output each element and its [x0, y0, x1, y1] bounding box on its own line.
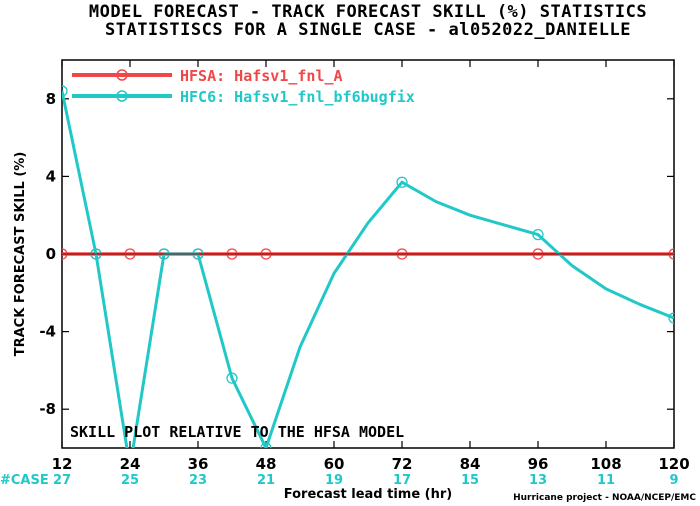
- x-tick-label: 108: [590, 455, 621, 473]
- y-axis-label: TRACK FORECAST SKILL (%): [13, 152, 28, 357]
- x-tick-label: 120: [658, 455, 689, 473]
- y-tick-label: -4: [39, 323, 56, 341]
- y-tick-label: 8: [46, 90, 56, 108]
- x-tick-label: 24: [120, 455, 141, 473]
- y-tick-label: 0: [46, 245, 56, 263]
- legend-marker-hfsa: [116, 69, 128, 81]
- case-count: 9: [669, 473, 678, 488]
- data-point-hfc6: [396, 176, 408, 188]
- x-tick-label: 48: [256, 455, 277, 473]
- legend-label-hfsa: HFSA: Hafsv1_fnl_A: [180, 67, 343, 85]
- y-tick-label: 4: [46, 167, 56, 185]
- legend-label-hfc6: HFC6: Hafsv1_fnl_bf6bugfix: [180, 88, 415, 106]
- x-tick-label: 84: [460, 455, 481, 473]
- case-count: 23: [189, 473, 207, 488]
- chart-subtitle: STATISTISCS FOR A SINGLE CASE - al052022…: [104, 20, 631, 40]
- case-count: 13: [529, 473, 547, 488]
- x-axis-label: Forecast lead time (hr): [284, 487, 452, 502]
- legend-marker-hfc6: [116, 90, 128, 102]
- y-tick-label: -8: [39, 400, 56, 418]
- x-tick-label: 72: [392, 455, 413, 473]
- case-count: 19: [325, 473, 343, 488]
- chart-title: MODEL FORECAST - TRACK FORECAST SKILL (%…: [88, 2, 648, 22]
- data-point-hfc6: [668, 312, 674, 324]
- case-count: 11: [597, 473, 615, 488]
- data-point-hfc6: [260, 442, 272, 448]
- x-tick-label: 36: [188, 455, 209, 473]
- case-label: #CASE: [0, 473, 49, 488]
- case-count: 15: [461, 473, 479, 488]
- data-point-hfc6: [226, 372, 238, 384]
- x-tick-label: 60: [324, 455, 345, 473]
- skill-plot-annotation: SKILL PLOT RELATIVE TO THE HFSA MODEL: [70, 423, 404, 441]
- case-count: 17: [393, 473, 411, 488]
- data-point-hfc6: [532, 228, 544, 241]
- case-count: 27: [53, 473, 71, 488]
- legend: HFSA: Hafsv1_fnl_A HFC6: Hafsv1_fnl_bf6b…: [72, 67, 415, 106]
- data-point-hfc6: [62, 85, 68, 97]
- case-count: 21: [257, 473, 275, 488]
- x-tick-label: 96: [528, 455, 549, 473]
- x-tick-label: 12: [52, 455, 73, 473]
- series-line-hfc6: [62, 90, 674, 448]
- credit-text: Hurricane project - NOAA/NCEP/EMC: [513, 493, 696, 503]
- case-count: 25: [121, 473, 139, 488]
